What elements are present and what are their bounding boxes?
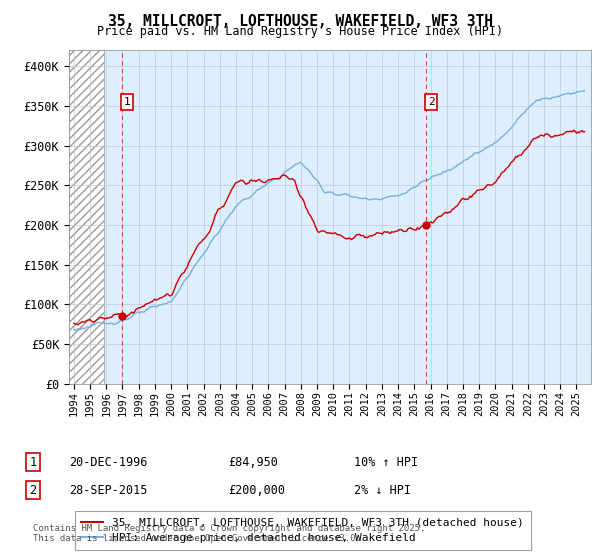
Text: 28-SEP-2015: 28-SEP-2015 — [69, 483, 148, 497]
Legend: 35, MILLCROFT, LOFTHOUSE, WAKEFIELD, WF3 3TH (detached house), HPI: Average pric: 35, MILLCROFT, LOFTHOUSE, WAKEFIELD, WF3… — [74, 511, 531, 550]
Text: 1: 1 — [124, 97, 130, 107]
Text: Price paid vs. HM Land Registry's House Price Index (HPI): Price paid vs. HM Land Registry's House … — [97, 25, 503, 38]
Text: 2: 2 — [428, 97, 434, 107]
Text: 10% ↑ HPI: 10% ↑ HPI — [354, 455, 418, 469]
Text: 1: 1 — [29, 455, 37, 469]
Text: £200,000: £200,000 — [228, 483, 285, 497]
Text: Contains HM Land Registry data © Crown copyright and database right 2025.
This d: Contains HM Land Registry data © Crown c… — [33, 524, 425, 543]
Text: 20-DEC-1996: 20-DEC-1996 — [69, 455, 148, 469]
Text: £84,950: £84,950 — [228, 455, 278, 469]
Bar — [69, 50, 104, 384]
Text: 2: 2 — [29, 483, 37, 497]
Text: 2% ↓ HPI: 2% ↓ HPI — [354, 483, 411, 497]
Text: 35, MILLCROFT, LOFTHOUSE, WAKEFIELD, WF3 3TH: 35, MILLCROFT, LOFTHOUSE, WAKEFIELD, WF3… — [107, 14, 493, 29]
